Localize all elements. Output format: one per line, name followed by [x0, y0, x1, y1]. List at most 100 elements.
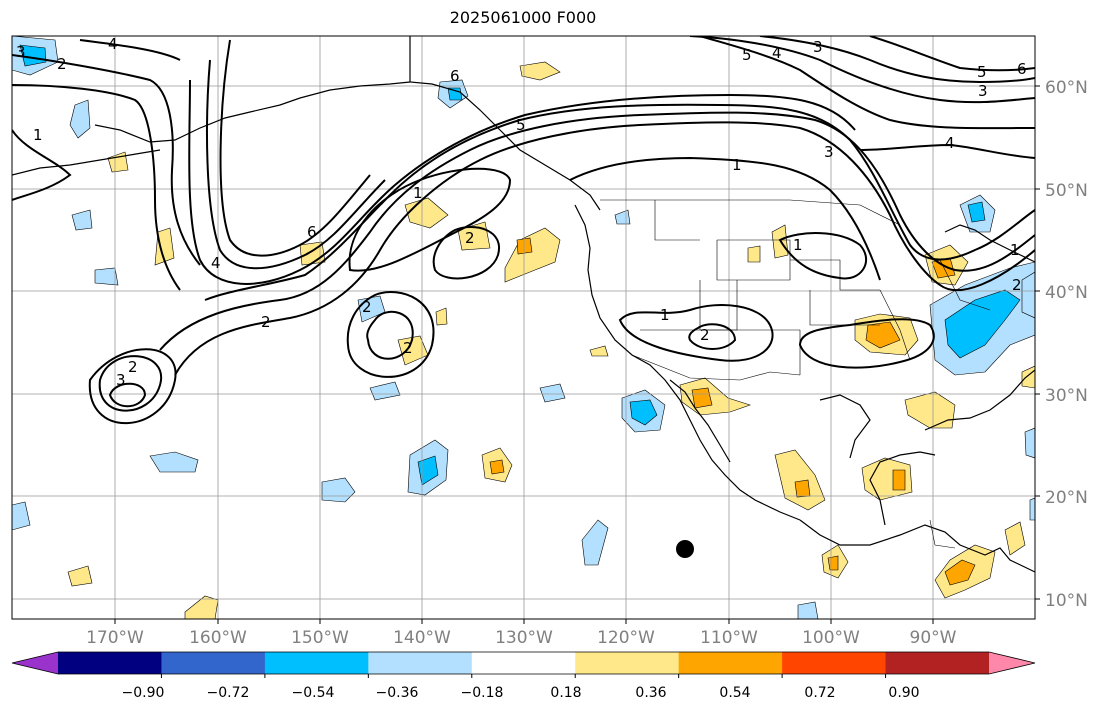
contour-label: 4 [945, 134, 955, 152]
colorbar-segment [782, 652, 887, 674]
graticule [12, 36, 1035, 619]
anomaly-patch-negative-core [967, 201, 986, 223]
map-plot-area: 3 2 4 6 3 5 4 3 5 6 3 4 1 1 6 4 5 1 2 1 … [12, 35, 1035, 619]
contour-label: 4 [108, 35, 118, 53]
anomaly-patch-negative [539, 383, 566, 403]
contour-label: 2 [403, 339, 413, 357]
anomaly-patch-positive [67, 565, 93, 587]
contour-label: 2 [57, 55, 67, 73]
colorbar-segment [264, 652, 369, 674]
anomaly-patch-positive [1021, 365, 1035, 389]
anomaly-patch-positive-core [516, 237, 533, 255]
anomaly-patch-positive [154, 227, 175, 266]
colorbar-tick-label: −0.72 [207, 685, 250, 701]
contour-label: 2 [261, 313, 271, 331]
anomaly-patch-negative-core [417, 455, 439, 486]
anomaly-patch-positive-core [865, 321, 901, 349]
lon-label-90w: 90°W [910, 628, 957, 648]
anomaly-patch-negative-core [944, 289, 1021, 359]
map-title: 2025061000 F000 [449, 8, 597, 27]
colorbar-tick-label: 0.72 [804, 685, 835, 701]
contour-label: 4 [211, 254, 221, 272]
colorbar-tick-label: −0.90 [122, 685, 165, 701]
lat-label-50n: 50°N [1045, 181, 1088, 201]
contour-label: 3 [16, 43, 26, 61]
colorbar-segment [885, 652, 990, 674]
anomaly-patch-negative [94, 267, 119, 286]
colorbar-tick-label: −0.18 [461, 685, 504, 701]
coastlines [12, 36, 1035, 573]
anomaly-patch-positive-core [892, 469, 906, 491]
anomaly-patch-negative [69, 99, 91, 139]
anomaly-patch-positive-core [794, 479, 811, 498]
contour-label: 1 [732, 156, 742, 174]
anomaly-patch-positive [679, 377, 751, 416]
lon-label-160w: 160°W [189, 628, 247, 648]
colorbar-segment [678, 652, 783, 674]
colorbar-segment [161, 652, 266, 674]
lon-label-100w: 100°W [802, 628, 860, 648]
contour-label: 2 [362, 298, 372, 316]
anomaly-patch-positive [774, 449, 826, 511]
contour-label: 4 [772, 44, 782, 62]
colorbar-tick-label: 0.18 [550, 685, 581, 701]
contour-label: 2 [465, 229, 475, 247]
lon-label-110w: 110°W [700, 628, 758, 648]
lat-label-40n: 40°N [1045, 283, 1088, 303]
anomaly-patch-negative [71, 209, 93, 231]
lon-label-150w: 150°W [291, 628, 349, 648]
contour-label: 1 [793, 236, 803, 254]
lon-label-130w: 130°W [495, 628, 553, 648]
anomaly-patch-negative [1021, 271, 1035, 319]
shaded-anomaly-field [12, 36, 1035, 619]
anomaly-patch-negative [581, 519, 609, 566]
contour-label: 2 [700, 326, 710, 344]
anomaly-patch-negative [321, 477, 356, 503]
height-contours [12, 36, 1035, 425]
colorbar-extend-max [989, 652, 1035, 674]
anomaly-patch-negative [614, 209, 631, 225]
lon-label-170w: 170°W [86, 628, 144, 648]
lat-label-20n: 20°N [1045, 488, 1088, 508]
anomaly-patch-positive [904, 391, 956, 429]
anomaly-patch-negative [12, 501, 31, 531]
colorbar-outline [11, 651, 1036, 675]
lon-label-120w: 120°W [597, 628, 655, 648]
anomaly-patch-positive-core [691, 387, 713, 409]
contour-label: 6 [307, 223, 317, 241]
colorbar-tick-label: 0.90 [888, 685, 919, 701]
colorbar-segment [58, 652, 162, 674]
contour-label: 3 [824, 143, 834, 161]
colorbar-tick-label: 0.36 [635, 685, 666, 701]
lat-label-10n: 10°N [1045, 591, 1088, 611]
longitude-labels: 170°W 160°W 150°W 140°W 130°W 120°W 110°… [86, 619, 957, 648]
colorbar-segment [368, 652, 473, 674]
contour-label: 1 [413, 184, 423, 202]
anomaly-patch-negative [797, 601, 819, 619]
contour-label: 5 [977, 63, 987, 81]
contour-label: 1 [33, 126, 43, 144]
colorbar-tick-label: 0.54 [719, 685, 750, 701]
anomaly-patch-negative [1029, 497, 1035, 521]
contour-label: 3 [813, 38, 823, 56]
colorbar-segment [471, 652, 576, 674]
anomaly-patch-positive [435, 307, 448, 326]
latitude-labels: 60°N 50°N 40°N 30°N 20°N 10°N [1035, 78, 1088, 611]
anomaly-patch-negative [369, 381, 401, 401]
anomaly-patch-negative-core [629, 399, 658, 426]
colorbar-tick-label: −0.54 [292, 685, 335, 701]
contour-label: 2 [128, 358, 138, 376]
anomaly-patch-positive [519, 61, 561, 81]
lat-label-30n: 30°N [1045, 386, 1088, 406]
location-marker [676, 540, 694, 558]
anomaly-patch-positive [1004, 521, 1026, 556]
anomaly-patch-positive [504, 227, 561, 283]
anomaly-patch-positive-core [944, 559, 976, 586]
anomaly-patch-negative-core [447, 87, 463, 101]
colorbar-segment [575, 652, 680, 674]
colorbar-extend-min [12, 652, 58, 674]
anomaly-patch-positive [184, 595, 219, 619]
contour-label: 1 [1010, 241, 1020, 259]
contour-labels: 3 2 4 6 3 5 4 3 5 6 3 4 1 1 6 4 5 1 2 1 … [16, 35, 1027, 389]
